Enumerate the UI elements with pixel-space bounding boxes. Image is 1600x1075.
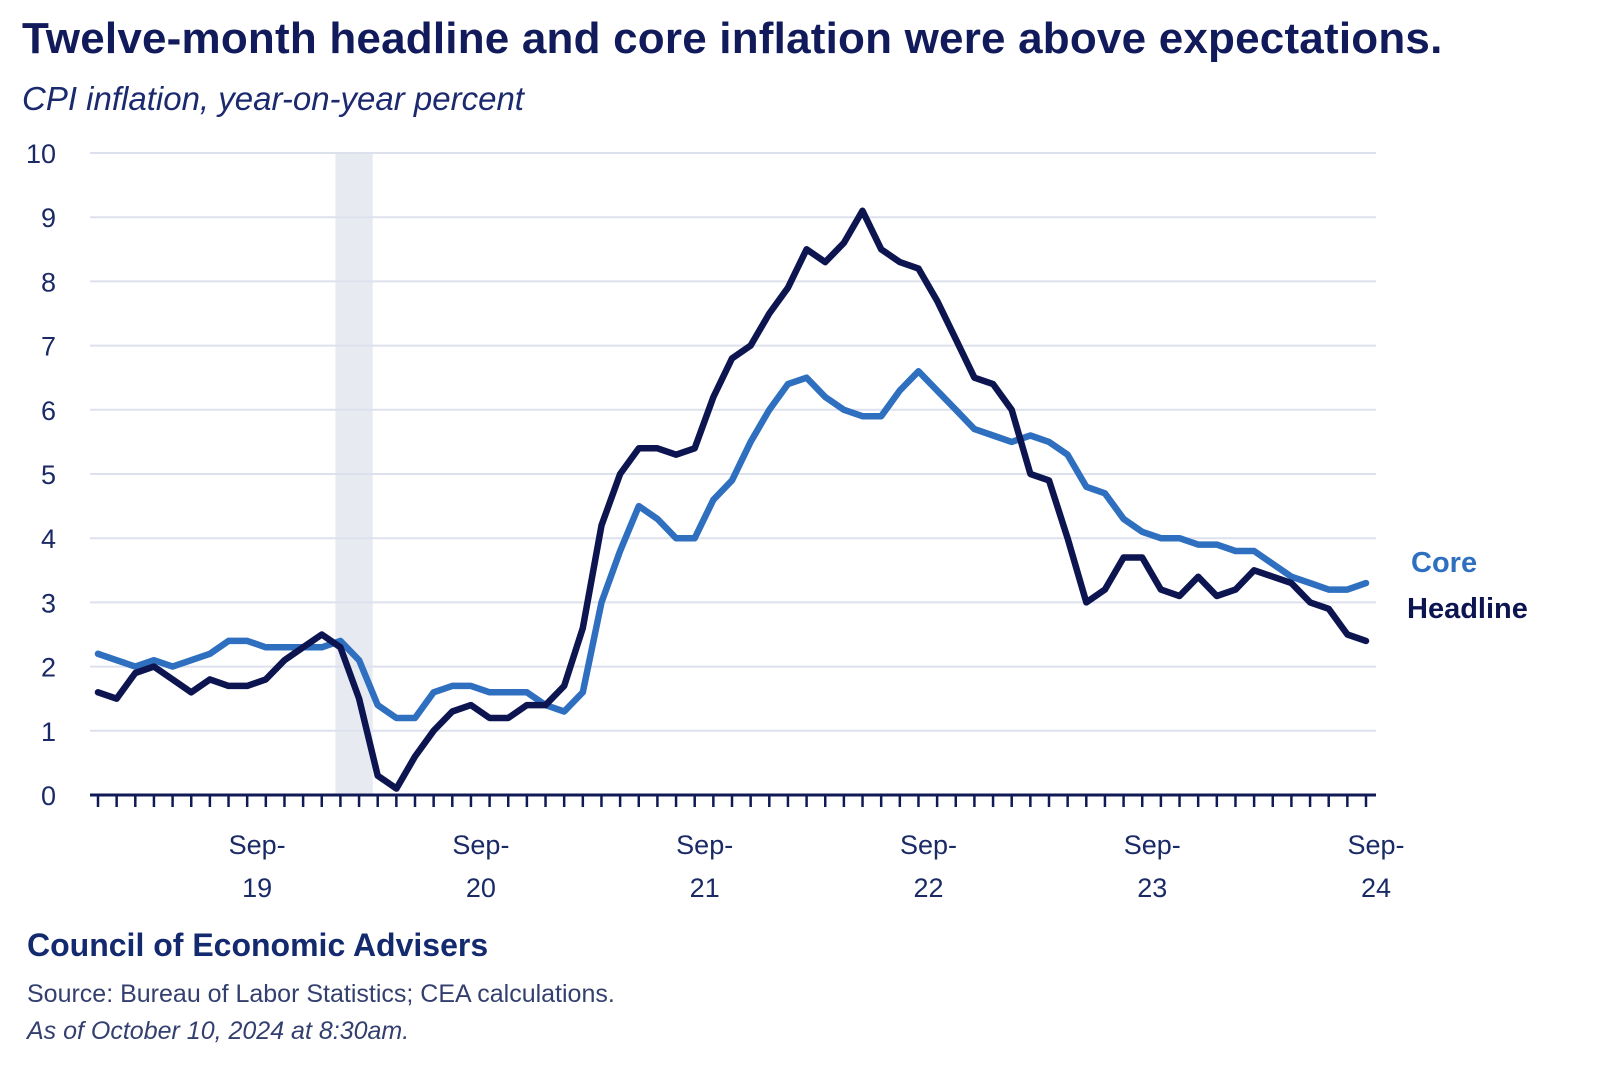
series-line-core	[94, 368, 1370, 722]
x-tick-label: Sep-	[1347, 830, 1404, 860]
line-chart: 012345678910Sep-19Sep-20Sep-21Sep-22Sep-…	[26, 139, 1528, 903]
x-tick-label: 23	[1137, 873, 1167, 903]
x-tick-label: Sep-	[229, 830, 286, 860]
y-tick-label: 0	[41, 781, 56, 811]
x-tick-label: 21	[690, 873, 720, 903]
series-line-headline	[94, 207, 1370, 792]
y-tick-label: 2	[41, 653, 56, 683]
y-tick-label: 10	[26, 139, 56, 169]
x-tick-label: Sep-	[900, 830, 957, 860]
y-tick-label: 1	[41, 717, 56, 747]
legend-label-core: Core	[1411, 547, 1477, 579]
organization-name: Council of Economic Advisers	[27, 927, 489, 963]
x-tick-label: 24	[1361, 873, 1391, 903]
y-tick-label: 5	[41, 460, 56, 490]
x-tick-label: Sep-	[1124, 830, 1181, 860]
source-note: Source: Bureau of Labor Statistics; CEA …	[27, 980, 615, 1008]
x-tick-label: 19	[242, 873, 272, 903]
x-tick-label: Sep-	[452, 830, 509, 860]
x-tick-label: Sep-	[676, 830, 733, 860]
legend-label-headline: Headline	[1407, 593, 1528, 625]
y-tick-label: 8	[41, 267, 56, 297]
x-tick-label: 22	[913, 873, 943, 903]
y-tick-label: 3	[41, 588, 56, 618]
as-of-note: As of October 10, 2024 at 8:30am.	[27, 1017, 410, 1045]
y-tick-label: 9	[41, 203, 56, 233]
x-tick-label: 20	[466, 873, 496, 903]
y-tick-label: 7	[41, 332, 56, 362]
y-tick-label: 4	[41, 524, 56, 554]
y-tick-label: 6	[41, 396, 56, 426]
chart-subtitle: CPI inflation, year-on-year percent	[22, 80, 524, 117]
chart-title: Twelve-month headline and core inflation…	[22, 14, 1443, 63]
